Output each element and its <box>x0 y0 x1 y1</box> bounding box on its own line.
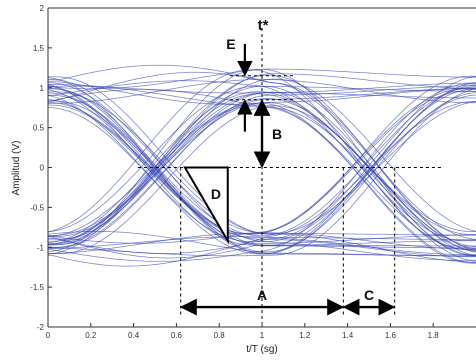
axis-ticks: 0 0.2 0.4 0.6 0.8 1 1.2 1.4 1.6 1.8 -2 -1.5 -1 -0.5 0 0… <box>30 4 439 340</box>
eye-trace-33 <box>47 68 476 90</box>
eye-trace-13 <box>47 99 476 255</box>
y-tick-label: -0.5 <box>30 203 44 212</box>
eye-trace-39 <box>48 71 476 240</box>
x-tick-label: 0.8 <box>214 331 226 340</box>
eye-trace-53 <box>47 86 476 237</box>
x-axis-title: t/T (sg) <box>246 344 277 355</box>
label-t-star: t* <box>258 17 269 34</box>
label-a: A <box>257 287 267 303</box>
x-tick-label: 0.4 <box>128 331 140 340</box>
x-tick-label: 1.6 <box>385 331 397 340</box>
slope-triangle-d <box>183 166 229 245</box>
label-d: D <box>211 186 221 202</box>
x-tick-label: 1.4 <box>342 331 354 340</box>
y-tick-label: 0 <box>40 164 45 173</box>
y-tick-label: -1.5 <box>30 283 44 292</box>
x-tick-label: 1.2 <box>299 331 311 340</box>
eye-trace-38 <box>48 88 476 257</box>
eye-trace-48 <box>48 91 476 257</box>
eye-trace-43 <box>47 88 476 255</box>
x-tick-label: 0.2 <box>85 331 97 340</box>
y-tick-label: 1 <box>40 84 45 93</box>
x-tick-label: 1 <box>260 331 265 340</box>
eye-trace-51 <box>47 80 476 241</box>
label-c: C <box>364 287 374 303</box>
x-tick-label: 0.6 <box>171 331 183 340</box>
eye-trace-27 <box>48 64 476 252</box>
y-tick-label: 1.5 <box>33 44 45 53</box>
eye-trace-17 <box>47 95 476 261</box>
x-tick-label: 1.8 <box>428 331 440 340</box>
annotations: A C B E Dt* <box>179 17 396 316</box>
label-b: B <box>272 126 282 142</box>
y-tick-label: 2 <box>40 4 45 13</box>
y-tick-label: -1 <box>37 243 45 252</box>
eye-trace-30 <box>47 91 476 244</box>
eye-trace-45 <box>48 79 476 104</box>
eye-trace-49 <box>48 79 476 242</box>
y-tick-label: 0.5 <box>33 124 45 133</box>
eye-trace-36 <box>47 93 476 255</box>
label-e: E <box>226 36 235 52</box>
eye-trace-35 <box>47 77 476 244</box>
y-axis-title: Amplitud (V) <box>11 140 22 195</box>
y-tick-label: -2 <box>37 323 45 332</box>
x-tick-label: 0 <box>46 331 51 340</box>
